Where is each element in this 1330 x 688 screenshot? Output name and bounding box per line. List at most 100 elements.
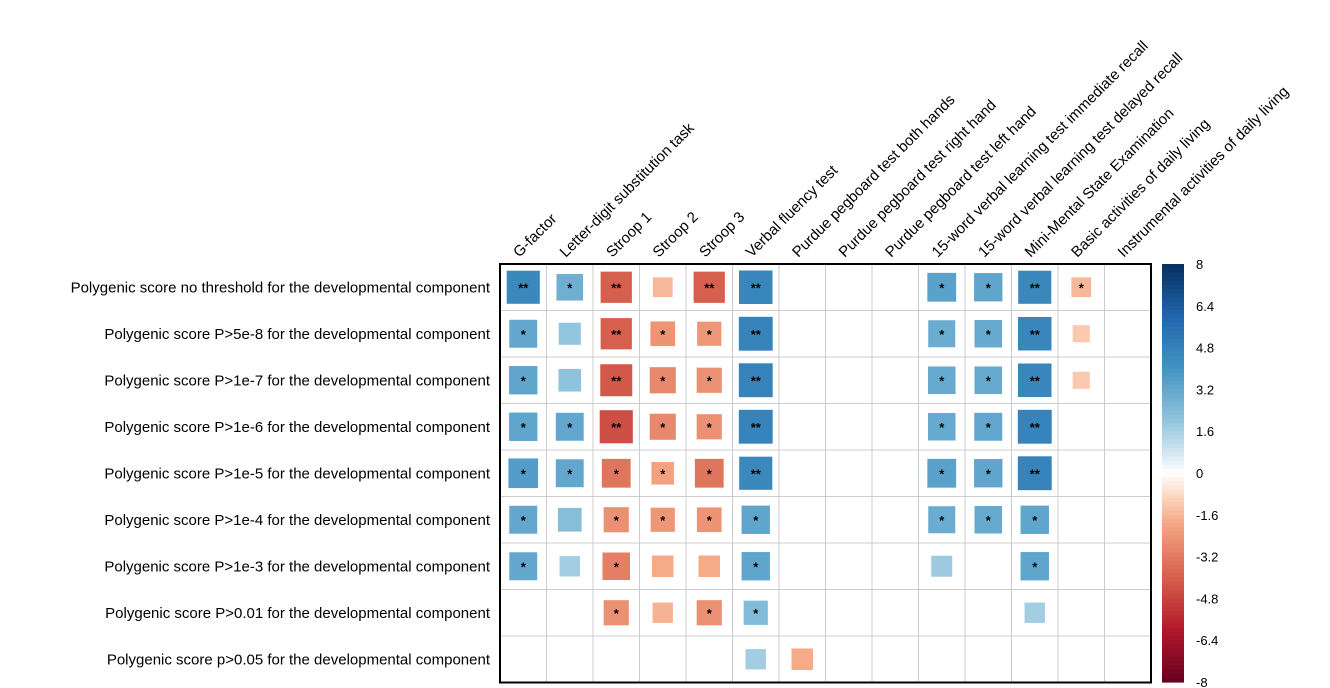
colorbar-segment: [1162, 364, 1184, 370]
heatmap-cell: [559, 556, 580, 577]
significance-mark: *: [660, 466, 666, 481]
colorbar-segment: [1162, 619, 1184, 625]
colorbar-segment: [1162, 493, 1184, 499]
colorbar-segment: [1162, 560, 1184, 566]
heatmap-cell: [791, 648, 814, 671]
colorbar-segment: [1162, 335, 1184, 340]
colorbar-segment: [1162, 552, 1184, 558]
significance-mark: *: [939, 373, 945, 388]
significance-mark: **: [1030, 373, 1041, 388]
significance-mark: *: [521, 513, 527, 528]
heatmap-cell: [928, 320, 956, 348]
colorbar-segment: [1162, 606, 1184, 612]
column-label: Stroop 3: [696, 209, 748, 261]
significance-mark: **: [611, 280, 622, 295]
colorbar-segment: [1162, 443, 1184, 449]
significance-mark: *: [660, 373, 666, 388]
heatmap-cell: [1018, 317, 1052, 351]
heatmap-cell: [697, 321, 722, 346]
heatmap-cell: [649, 413, 676, 440]
colorbar-segment: [1162, 636, 1184, 641]
colorbar-segment: [1162, 577, 1184, 583]
colorbar-segment: [1162, 343, 1184, 349]
heatmap-cell: [927, 458, 957, 488]
colorbar-segment: [1162, 573, 1184, 579]
colorbar-segment: [1162, 665, 1184, 671]
column-label: 15-word verbal learning test immediate r…: [929, 38, 1152, 261]
significance-mark: *: [986, 466, 992, 481]
significance-mark: *: [567, 420, 573, 435]
heatmap-cell: [600, 271, 632, 303]
colorbar-segment: [1162, 372, 1184, 378]
colorbar-tick-label: 8: [1196, 257, 1203, 272]
heatmap-cell: [1017, 456, 1052, 491]
heatmap-cell: [509, 366, 538, 395]
heatmap-cell: [738, 363, 773, 398]
colorbar-segment: [1162, 531, 1184, 537]
significance-mark: **: [1030, 466, 1041, 481]
colorbar-segment: [1162, 644, 1184, 650]
heatmap-cell: [555, 412, 584, 441]
colorbar-segment: [1162, 544, 1184, 549]
significance-mark: *: [521, 466, 527, 481]
colorbar-segment: [1162, 523, 1184, 528]
colorbar-segment: [1162, 548, 1184, 554]
colorbar-segment: [1162, 397, 1184, 403]
colorbar-segment: [1162, 431, 1184, 436]
significance-mark: *: [939, 513, 945, 528]
row-label: Polygenic score p>0.05 for the developme…: [107, 651, 491, 668]
heatmap-cell: [558, 368, 582, 392]
significance-mark: *: [1079, 280, 1085, 295]
colorbar-segment: [1162, 401, 1184, 407]
significance-mark: *: [753, 606, 759, 621]
heatmap-cell: [739, 270, 773, 304]
heatmap-cell: [738, 316, 773, 351]
colorbar-segment: [1162, 439, 1184, 445]
colorbar-segment: [1162, 318, 1184, 324]
colorbar-segment: [1162, 418, 1184, 424]
significance-mark: **: [1030, 327, 1041, 342]
colorbar-segment: [1162, 268, 1184, 273]
heatmap-cell: [1020, 552, 1049, 581]
heatmap-cell: [652, 277, 673, 298]
heatmap-cell: [651, 555, 674, 578]
colorbar-segment: [1162, 385, 1184, 390]
heatmap-grid: [499, 263, 1152, 684]
colorbar-segment: [1162, 640, 1184, 645]
heatmap-cell: [928, 506, 956, 534]
colorbar-segment: [1162, 673, 1184, 679]
colorbar-tick-label: -6.4: [1196, 633, 1218, 648]
colorbar-segment: [1162, 447, 1184, 453]
heatmap-cell: [974, 273, 1003, 302]
colorbar-segment: [1162, 656, 1184, 662]
heatmap-cell: [698, 555, 721, 578]
significance-mark: **: [611, 327, 622, 342]
heatmap-cell: [1024, 602, 1045, 623]
heatmap-cell: [696, 367, 722, 393]
significance-mark: *: [567, 280, 573, 295]
significance-mark: *: [660, 420, 666, 435]
colorbar-segment: [1162, 272, 1184, 278]
heatmap-cell: [557, 507, 582, 532]
row-label: Polygenic score P>5e-8 for the developme…: [104, 326, 490, 343]
colorbar-segment: [1162, 481, 1184, 487]
heatmap-cell: [556, 273, 584, 301]
colorbar-segment: [1162, 276, 1184, 282]
colorbar-segment: [1162, 648, 1184, 654]
significance-mark: **: [611, 373, 622, 388]
significance-mark: *: [707, 327, 713, 342]
colorbar-segment: [1162, 590, 1184, 595]
colorbar-segment: [1162, 297, 1184, 303]
colorbar: 8 6.4 4.8 3.2 1.6 0 -1.6 -3.2 -4.8 -6.4 -8: [1162, 257, 1218, 688]
colorbar-segment: [1162, 477, 1184, 482]
row-label: Polygenic score P>1e-6 for the developme…: [104, 419, 490, 436]
colorbar-segment: [1162, 581, 1184, 587]
colorbar-segment: [1162, 422, 1184, 428]
colorbar-segment: [1162, 435, 1184, 441]
significance-mark: **: [751, 280, 762, 295]
heatmap-cell: [696, 414, 722, 440]
heatmap-cell: [741, 552, 770, 581]
colorbar-segment: [1162, 293, 1184, 299]
colorbar-segment: [1162, 452, 1184, 457]
